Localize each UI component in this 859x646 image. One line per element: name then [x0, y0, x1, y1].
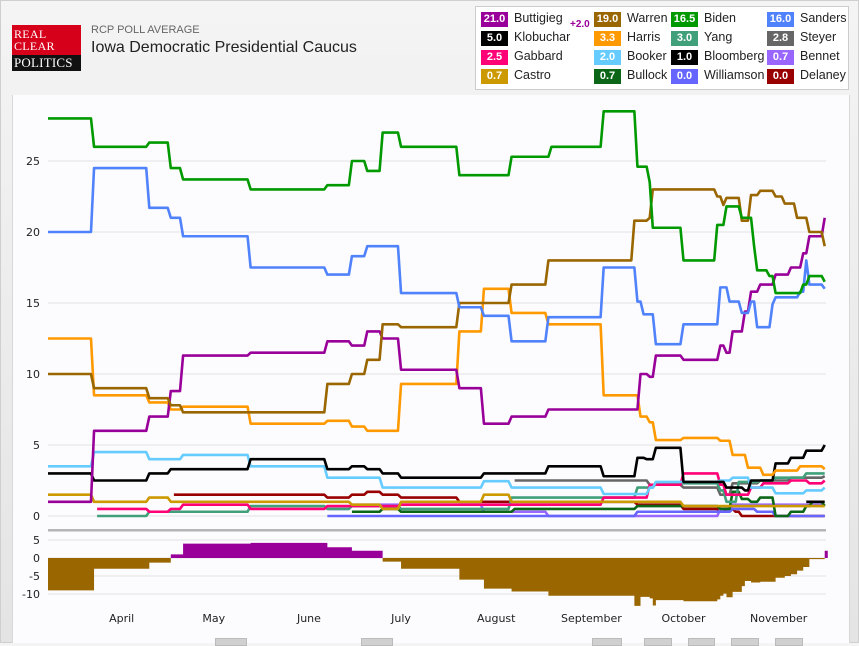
leader-change: +2.0	[570, 19, 590, 30]
series-line-buttigieg	[48, 217, 826, 504]
nav-button[interactable]	[731, 638, 759, 646]
legend-value-badge: 2.8	[767, 31, 794, 46]
chart-title: Iowa Democratic Presidential Caucus	[91, 39, 357, 56]
x-tick-label-may: May	[202, 612, 225, 625]
y-tick-label: 5	[33, 439, 40, 452]
legend-candidate-name: Booker	[627, 49, 667, 63]
x-tick-label-april: April	[109, 612, 134, 625]
legend-value-badge: 0.7	[594, 69, 621, 84]
legend-candidate-name: Bullock	[627, 68, 668, 82]
legend-value-badge: 2.0	[594, 50, 621, 65]
series-line-sanders	[48, 166, 826, 346]
legend-candidate-name: Bloomberg	[704, 49, 765, 63]
legend-candidate-name: Harris	[627, 30, 661, 44]
legend-value-badge: 21.0	[481, 12, 508, 27]
chart-subtitle: RCP POLL AVERAGE	[91, 24, 200, 36]
rcp-logo[interactable]: REAL CLEAR POLITICS	[12, 25, 81, 71]
series-line-klobuchar	[48, 444, 826, 492]
spread-y-tick-label: 5	[33, 534, 40, 547]
spread-area-buttigieg-lead	[48, 542, 828, 558]
x-tick-label-august: August	[477, 612, 516, 625]
legend-candidate-name: Delaney	[800, 68, 846, 82]
nav-button[interactable]	[215, 638, 247, 646]
series-line-castro	[48, 493, 825, 511]
legend-candidate-name: Sanders	[800, 11, 847, 25]
legend-value-badge: 19.0	[594, 12, 621, 27]
legend-value-badge: 16.5	[671, 12, 698, 27]
series-line-gabbard	[97, 472, 826, 514]
legend-candidate-name: Williamson	[704, 68, 765, 82]
legend-value-badge: 0.7	[767, 50, 794, 65]
series-line-harris	[48, 287, 826, 477]
y-tick-label: 0	[33, 510, 40, 523]
legend-candidate-name: Klobuchar	[514, 30, 571, 44]
legend-candidate-name: Biden	[704, 11, 736, 25]
y-tick-label: 20	[26, 226, 40, 239]
nav-button[interactable]	[644, 638, 672, 646]
series-line-williamson	[327, 507, 825, 518]
legend-candidate-name: Gabbard	[514, 49, 563, 63]
legend-candidate-name: Steyer	[800, 30, 837, 44]
legend-candidate-name: Buttigieg	[514, 11, 563, 25]
x-tick-label-july: July	[390, 612, 411, 625]
series-line-steyer	[514, 475, 826, 496]
x-tick-label-september: September	[561, 612, 622, 625]
spread-y-tick-label: -10	[22, 588, 40, 601]
logo-line-2: CLEAR	[14, 39, 55, 53]
x-tick-label-november: November	[750, 612, 808, 625]
logo-line-3: POLITICS	[12, 55, 81, 71]
nav-button[interactable]	[592, 638, 622, 646]
nav-button[interactable]	[688, 638, 715, 646]
legend-value-badge: 5.0	[481, 31, 508, 46]
y-tick-label: 25	[26, 155, 40, 168]
x-tick-label-june: June	[296, 612, 321, 625]
legend-candidate-name: Bennet	[800, 49, 840, 63]
legend-candidate-name: Yang	[704, 30, 733, 44]
legend-value-badge: 0.0	[671, 69, 698, 84]
legend-value-badge: 3.0	[671, 31, 698, 46]
spread-area-warren-lead	[48, 558, 828, 606]
x-tick-label-october: October	[661, 612, 705, 625]
y-tick-label: 15	[26, 297, 40, 310]
nav-button[interactable]	[775, 638, 803, 646]
spread-y-tick-label: -5	[29, 570, 40, 583]
nav-button[interactable]	[361, 638, 393, 646]
legend-value-badge: 1.0	[671, 50, 698, 65]
spread-y-tick-label: 0	[33, 552, 40, 565]
series-line-biden	[48, 110, 826, 295]
legend-candidate-name: Castro	[514, 68, 551, 82]
logo-line-1: REAL	[14, 27, 47, 41]
legend-value-badge: 16.0	[767, 12, 794, 27]
legend-value-badge: 2.5	[481, 50, 508, 65]
series-line-bullock	[351, 490, 826, 518]
legend-value-badge: 0.0	[767, 69, 794, 84]
legend: +2.0 21.0 Buttigieg 19.0 Warren 16.5 Biden 16.…	[475, 6, 849, 90]
series-line-warren	[48, 188, 826, 414]
y-tick-label: 10	[26, 368, 40, 381]
series-line-booker	[48, 450, 826, 496]
legend-candidate-name: Warren	[627, 11, 668, 25]
legend-value-badge: 3.3	[594, 31, 621, 46]
legend-value-badge: 0.7	[481, 69, 508, 84]
